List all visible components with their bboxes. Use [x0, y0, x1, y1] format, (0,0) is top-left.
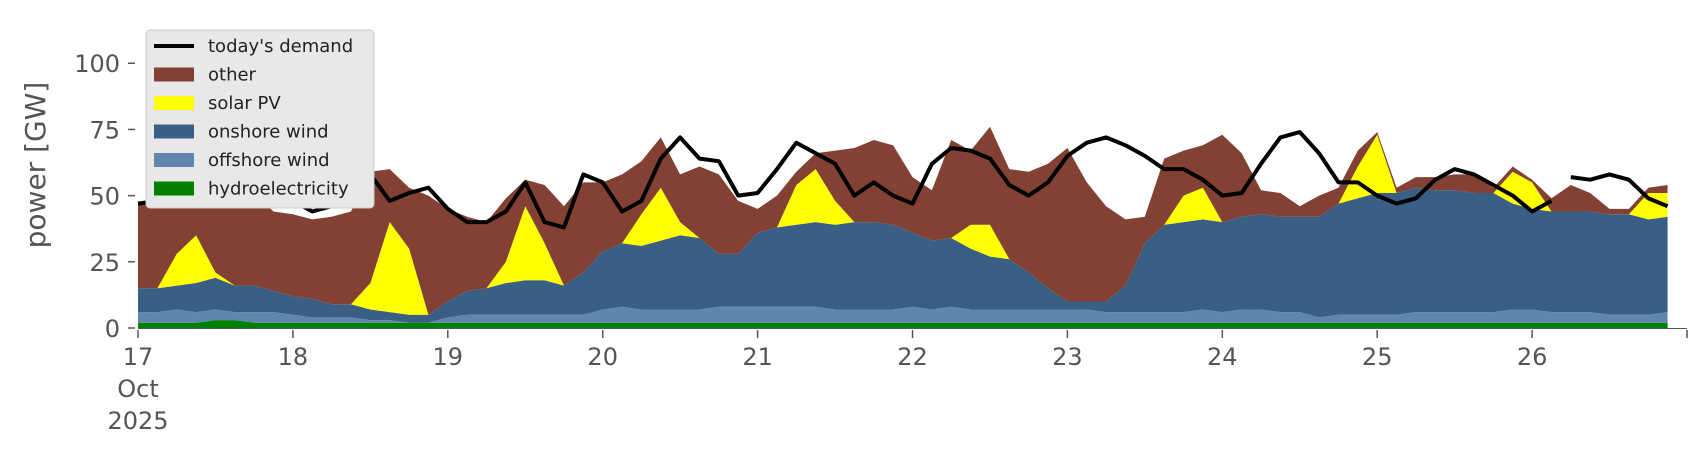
x-tick-sublabel-month: Oct — [117, 375, 159, 403]
legend-swatch-solar-pv — [154, 96, 194, 110]
legend-label-other: other — [208, 65, 257, 86]
x-tick-label-24: 24 — [1207, 343, 1238, 371]
y-tick-label-0: 0 — [105, 315, 120, 343]
y-tick-label-50: 50 — [89, 183, 120, 211]
legend-label-offshore-wind: offshore wind — [208, 150, 330, 171]
x-tick-label-18: 18 — [278, 343, 309, 371]
y-tick-label-100: 100 — [74, 50, 120, 78]
x-tick-label-22: 22 — [897, 343, 928, 371]
y-axis: 0 25 50 75 100 — [74, 50, 135, 343]
legend-swatch-hydroelectricity — [154, 181, 194, 196]
legend: today's demand other solar PV onshore wind o… — [145, 29, 375, 209]
x-tick-label-25: 25 — [1362, 343, 1393, 371]
legend-box — [145, 29, 375, 209]
x-tick-label-23: 23 — [1052, 343, 1083, 371]
x-axis: 17 18 19 20 21 22 23 24 25 26 Oct 2025 — [107, 328, 1688, 435]
x-tick-label-17: 17 — [123, 343, 154, 371]
legend-swatch-onshore-wind — [154, 124, 194, 139]
legend-label-onshore-wind: onshore wind — [208, 122, 329, 143]
legend-swatch-offshore-wind — [154, 153, 194, 167]
area-onshore-wind — [138, 187, 1668, 323]
legend-label-hydroelectricity: hydroelectricity — [208, 179, 349, 200]
x-tick-label-26: 26 — [1517, 343, 1548, 371]
y-axis-label: power [GW] — [19, 82, 52, 249]
y-tick-label-25: 25 — [89, 249, 120, 277]
y-tick-label-75: 75 — [89, 116, 120, 144]
area-solar-pv — [138, 134, 1668, 315]
legend-label-solar-pv: solar PV — [208, 93, 281, 114]
area-other — [138, 126, 1668, 315]
area-offshore-wind — [138, 306, 1668, 323]
demand-line-segment-2 — [1570, 172, 1669, 209]
x-tick-label-20: 20 — [587, 343, 618, 371]
stacked-areas — [138, 126, 1668, 328]
area-hydroelectricity — [138, 320, 1668, 328]
x-tick-sublabel-year: 2025 — [107, 407, 168, 435]
x-tick-label-21: 21 — [742, 343, 773, 371]
legend-label-today-s-demand: today's demand — [208, 36, 353, 57]
legend-swatch-other — [154, 67, 194, 82]
x-tick-label-19: 19 — [433, 343, 464, 371]
